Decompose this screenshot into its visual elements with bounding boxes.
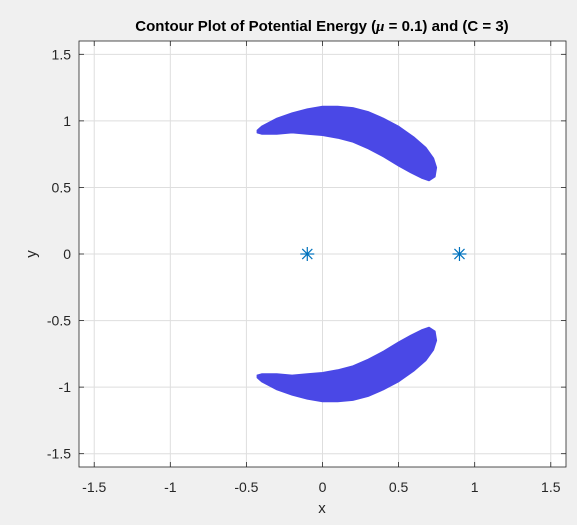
y-tick-label-3: 0 (63, 246, 71, 262)
lower-region (256, 326, 438, 403)
x-tick-label-1: -1 (164, 479, 177, 495)
y-tick-label-1: -1 (59, 379, 72, 395)
y-tick-label-0: -1.5 (47, 446, 71, 462)
filled-contour-regions (256, 105, 438, 403)
y-tick-labels: -1.5 -1 -0.5 0 0.5 1 1.5 (47, 46, 71, 461)
x-tick-label-2: -0.5 (234, 479, 258, 495)
axis-ticks (79, 41, 566, 467)
title-mu-symbol: μ (375, 19, 384, 35)
y-axis-label: y (23, 250, 40, 258)
upper-region (256, 105, 438, 182)
y-tick-label-4: 0.5 (52, 179, 72, 195)
x-tick-label-0: -1.5 (82, 479, 106, 495)
chart-title: Contour Plot of Potential Energy (μ = 0.… (135, 18, 508, 35)
y-tick-label-6: 1.5 (52, 46, 72, 62)
x-tick-label-5: 1 (471, 479, 479, 495)
x-axis-label: x (318, 500, 326, 517)
x-tick-labels: -1.5 -1 -0.5 0 0.5 1 1.5 (82, 479, 561, 495)
secondary-mass-marker (452, 247, 467, 261)
y-tick-label-5: 1 (63, 113, 71, 129)
body-markers (300, 247, 467, 261)
x-tick-label-3: 0 (319, 479, 327, 495)
x-tick-label-6: 1.5 (541, 479, 561, 495)
secondary-mass-marker-stroke-3 (454, 248, 465, 260)
y-tick-label-2: -0.5 (47, 313, 71, 329)
title-suffix: = 0.1) and (C = 3) (384, 18, 508, 35)
primary-mass-marker (300, 247, 315, 261)
primary-mass-marker-stroke-3 (301, 248, 313, 260)
grid-lines (79, 41, 566, 467)
x-tick-label-4: 0.5 (389, 479, 409, 495)
title-prefix: Contour Plot of Potential Energy ( (135, 18, 376, 35)
